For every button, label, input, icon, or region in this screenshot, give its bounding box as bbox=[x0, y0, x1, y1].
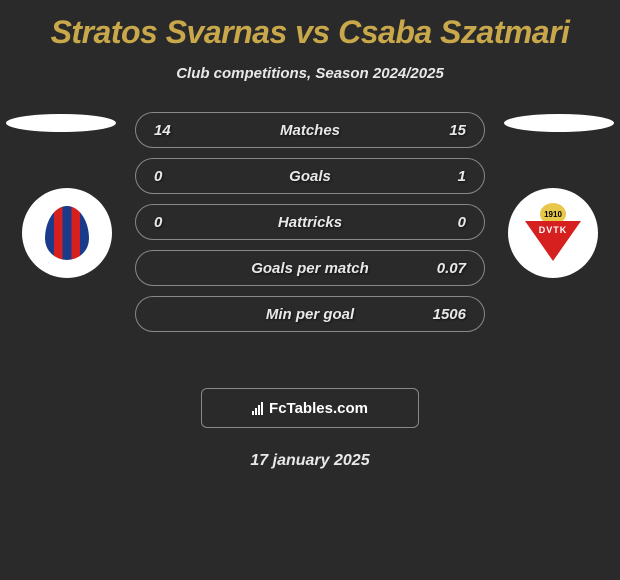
left-team-logo bbox=[22, 188, 112, 278]
date-label: 17 january 2025 bbox=[0, 452, 620, 470]
bar-chart-icon bbox=[252, 401, 263, 415]
stat-label: Matches bbox=[280, 122, 340, 139]
stats-list: 14 Matches 15 0 Goals 1 0 Hattricks 0 Go… bbox=[135, 112, 485, 342]
page-title: Stratos Svarnas vs Csaba Szatmari bbox=[0, 0, 620, 51]
stat-right-value: 15 bbox=[449, 122, 466, 139]
stat-left-value: 14 bbox=[154, 122, 171, 139]
stat-label: Min per goal bbox=[266, 306, 354, 323]
right-platform-shadow bbox=[504, 114, 614, 132]
stat-row-hattricks: 0 Hattricks 0 bbox=[135, 204, 485, 240]
attribution-badge: FcTables.com bbox=[201, 388, 419, 428]
stat-label: Goals per match bbox=[251, 260, 369, 277]
stat-right-value: 1506 bbox=[433, 306, 466, 323]
right-team-logo: 1910 DVTK bbox=[508, 188, 598, 278]
dvtk-shield-icon: 1910 DVTK bbox=[523, 203, 583, 263]
stat-left-value: 0 bbox=[154, 214, 162, 231]
stat-row-goals-per-match: Goals per match 0.07 bbox=[135, 250, 485, 286]
stat-left-value: 0 bbox=[154, 168, 162, 185]
stat-label: Hattricks bbox=[278, 214, 342, 231]
attribution-text: FcTables.com bbox=[269, 400, 368, 417]
stat-right-value: 1 bbox=[458, 168, 466, 185]
subtitle: Club competitions, Season 2024/2025 bbox=[0, 65, 620, 82]
dvtk-abbr: DVTK bbox=[539, 225, 568, 235]
left-platform-shadow bbox=[6, 114, 116, 132]
dvtk-triangle: DVTK bbox=[525, 221, 581, 261]
stat-row-goals: 0 Goals 1 bbox=[135, 158, 485, 194]
stat-right-value: 0.07 bbox=[437, 260, 466, 277]
stat-label: Goals bbox=[289, 168, 331, 185]
stat-right-value: 0 bbox=[458, 214, 466, 231]
comparison-panel: 1910 DVTK 14 Matches 15 0 Goals 1 0 Hatt… bbox=[0, 112, 620, 372]
stat-row-min-per-goal: Min per goal 1506 bbox=[135, 296, 485, 332]
stat-row-matches: 14 Matches 15 bbox=[135, 112, 485, 148]
rakow-shield-icon bbox=[43, 204, 91, 262]
